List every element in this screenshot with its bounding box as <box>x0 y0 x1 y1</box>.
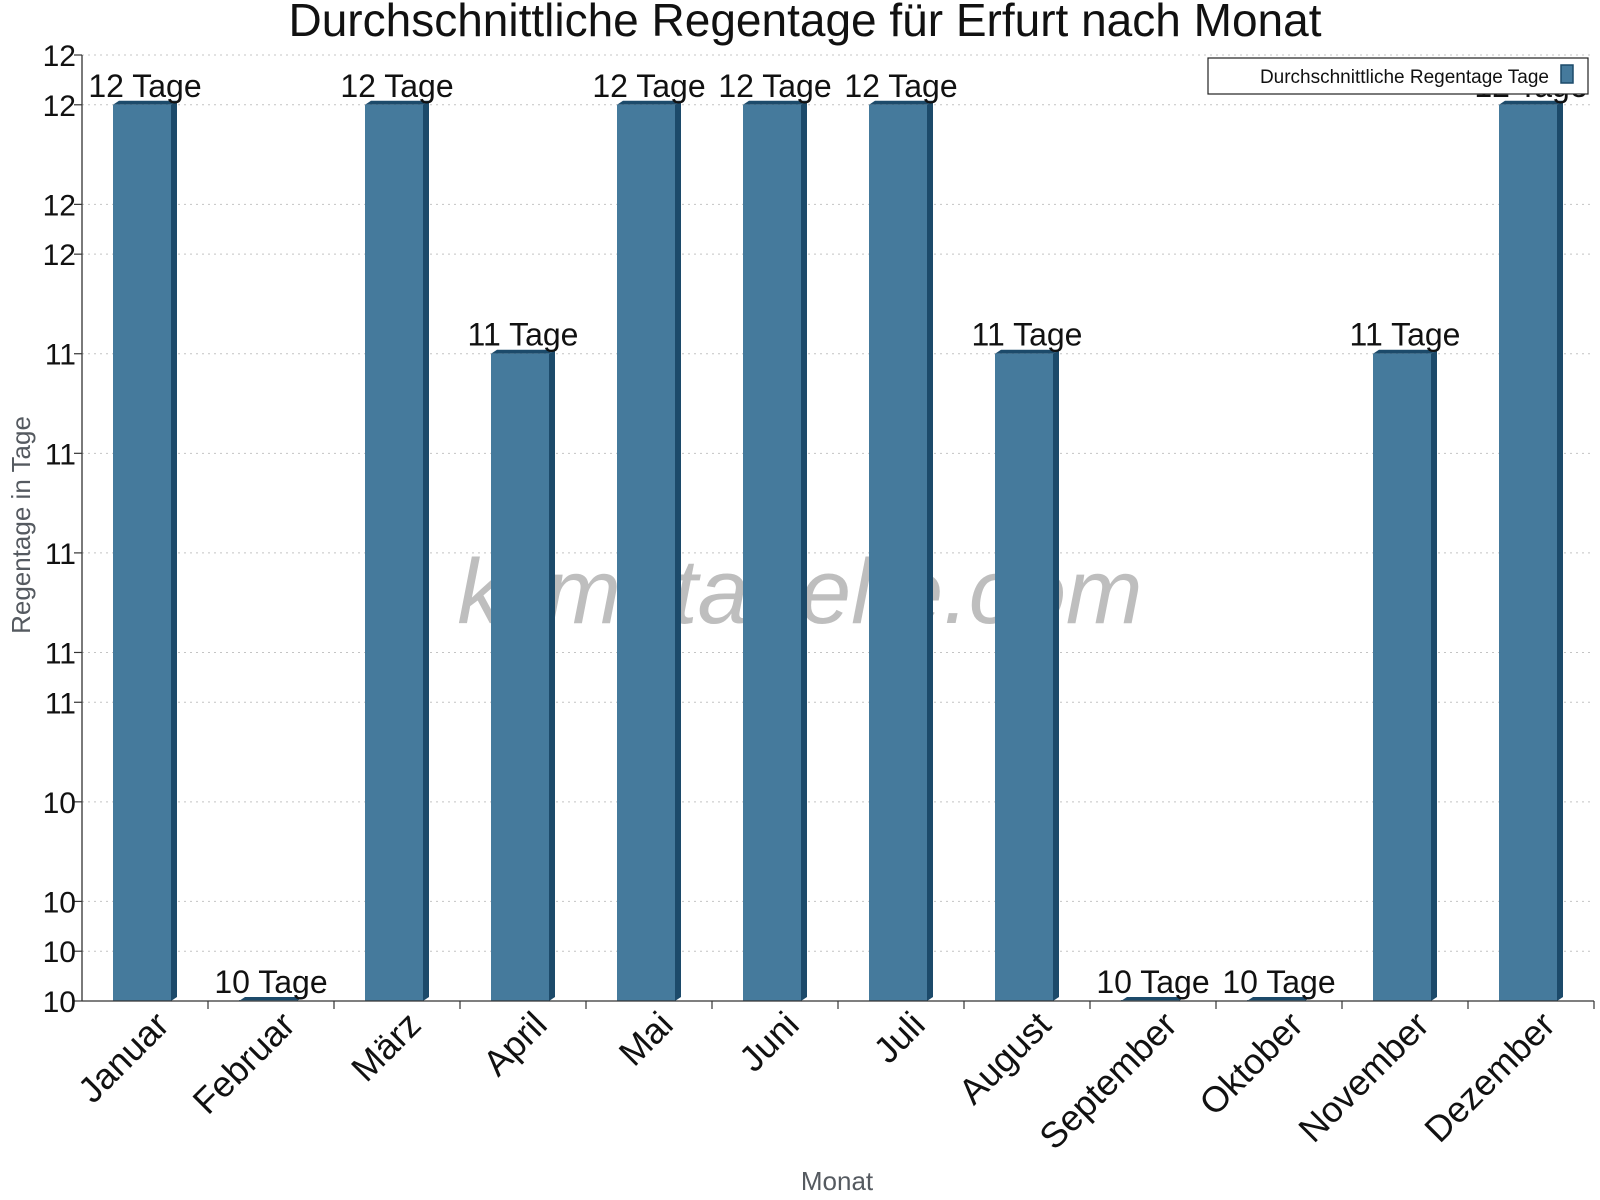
data-label: 12 Tage <box>88 68 201 104</box>
bar-top <box>365 100 429 105</box>
bar <box>365 100 429 1001</box>
bar-top <box>743 100 807 105</box>
data-label: 11 Tage <box>468 317 579 353</box>
bar-top <box>1373 349 1437 354</box>
legend-swatch <box>1560 64 1574 84</box>
bar-top <box>617 100 681 105</box>
bar-front <box>491 353 549 1002</box>
x-tick-label: Februar <box>185 1004 303 1122</box>
y-tick-label: 12 <box>43 239 76 272</box>
x-tick-label: Januar <box>70 1004 177 1111</box>
bar-front <box>1499 104 1557 1001</box>
data-label: 10 Tage <box>1222 964 1335 1000</box>
y-tick-label: 11 <box>45 637 76 670</box>
bar <box>1499 100 1563 1001</box>
x-tick-label: August <box>950 1004 1058 1112</box>
legend-box <box>1207 57 1589 95</box>
bar <box>743 100 807 1001</box>
bar <box>113 100 177 1001</box>
bar <box>1373 349 1437 1002</box>
bar-top <box>869 100 933 105</box>
chart-title: Durchschnittliche Regentage für Erfurt n… <box>289 0 1322 46</box>
bar-side <box>423 100 429 1001</box>
data-label: 12 Tage <box>592 68 705 104</box>
data-labels: 12 Tage 10 Tage 12 Tage 11 Tage 12 Tage 12 Ta… <box>88 68 1587 1000</box>
legend: Durchschnittliche Regentage Tage <box>1207 57 1589 95</box>
bar-top <box>995 349 1059 354</box>
bar-top <box>113 100 177 105</box>
data-label: 11 Tage <box>1350 317 1461 353</box>
bar-side <box>927 100 933 1001</box>
bar-front <box>113 104 171 1001</box>
bar-front <box>617 104 675 1001</box>
x-axis-title: Monat <box>801 1166 874 1196</box>
bar-top <box>1499 100 1563 105</box>
gridlines <box>82 54 1594 952</box>
data-label: 12 Tage <box>718 68 831 104</box>
bars <box>113 100 1563 1002</box>
bar <box>617 100 681 1001</box>
y-axis-title: Regentage in Tage <box>6 416 36 634</box>
x-tick-label: Oktober <box>1191 1004 1311 1124</box>
bar-front <box>869 104 927 1001</box>
x-tick-label: September <box>1031 1004 1185 1158</box>
x-tick-label: Mai <box>611 1004 681 1074</box>
y-tick-label: 10 <box>43 986 76 1019</box>
data-label: 11 Tage <box>972 317 1083 353</box>
bar-top <box>491 349 555 354</box>
bar-front <box>365 104 423 1001</box>
y-tick-label: 10 <box>43 787 76 820</box>
bar-side <box>171 100 177 1001</box>
x-tick-label: Juni <box>731 1004 807 1080</box>
y-tick-label: 11 <box>45 687 76 720</box>
data-label: 10 Tage <box>214 964 327 1000</box>
bar-side <box>675 100 681 1001</box>
bar-side <box>549 349 555 1002</box>
x-tick-label: Dezember <box>1416 1004 1562 1150</box>
data-label: 12 Tage <box>844 68 957 104</box>
x-tick-label: April <box>475 1004 555 1084</box>
bar-front <box>995 353 1053 1002</box>
x-tick-label: Juli <box>865 1004 932 1071</box>
bar <box>869 100 933 1001</box>
bar-side <box>1053 349 1059 1002</box>
bar <box>491 349 555 1002</box>
y-tick-label: 12 <box>43 40 76 73</box>
y-tick-label: 10 <box>43 886 76 919</box>
y-tick-label: 11 <box>45 438 76 471</box>
bar-front <box>1373 353 1431 1002</box>
data-label: 10 Tage <box>1096 964 1209 1000</box>
x-tick-label: März <box>343 1004 429 1090</box>
y-tick-label: 10 <box>43 936 76 969</box>
bar-side <box>1431 349 1437 1002</box>
legend-label: Durchschnittliche Regentage Tage <box>1260 67 1549 88</box>
bar-side <box>1557 100 1563 1001</box>
data-label: 12 Tage <box>340 68 453 104</box>
y-tick-label: 11 <box>45 538 76 571</box>
y-tick-label: 12 <box>43 189 76 222</box>
y-tick-label: 11 <box>45 339 76 372</box>
y-tick-label: 12 <box>43 90 76 123</box>
bar-side <box>801 100 807 1001</box>
x-tick-label: November <box>1290 1004 1436 1150</box>
bar <box>995 349 1059 1002</box>
bar-front <box>743 104 801 1001</box>
